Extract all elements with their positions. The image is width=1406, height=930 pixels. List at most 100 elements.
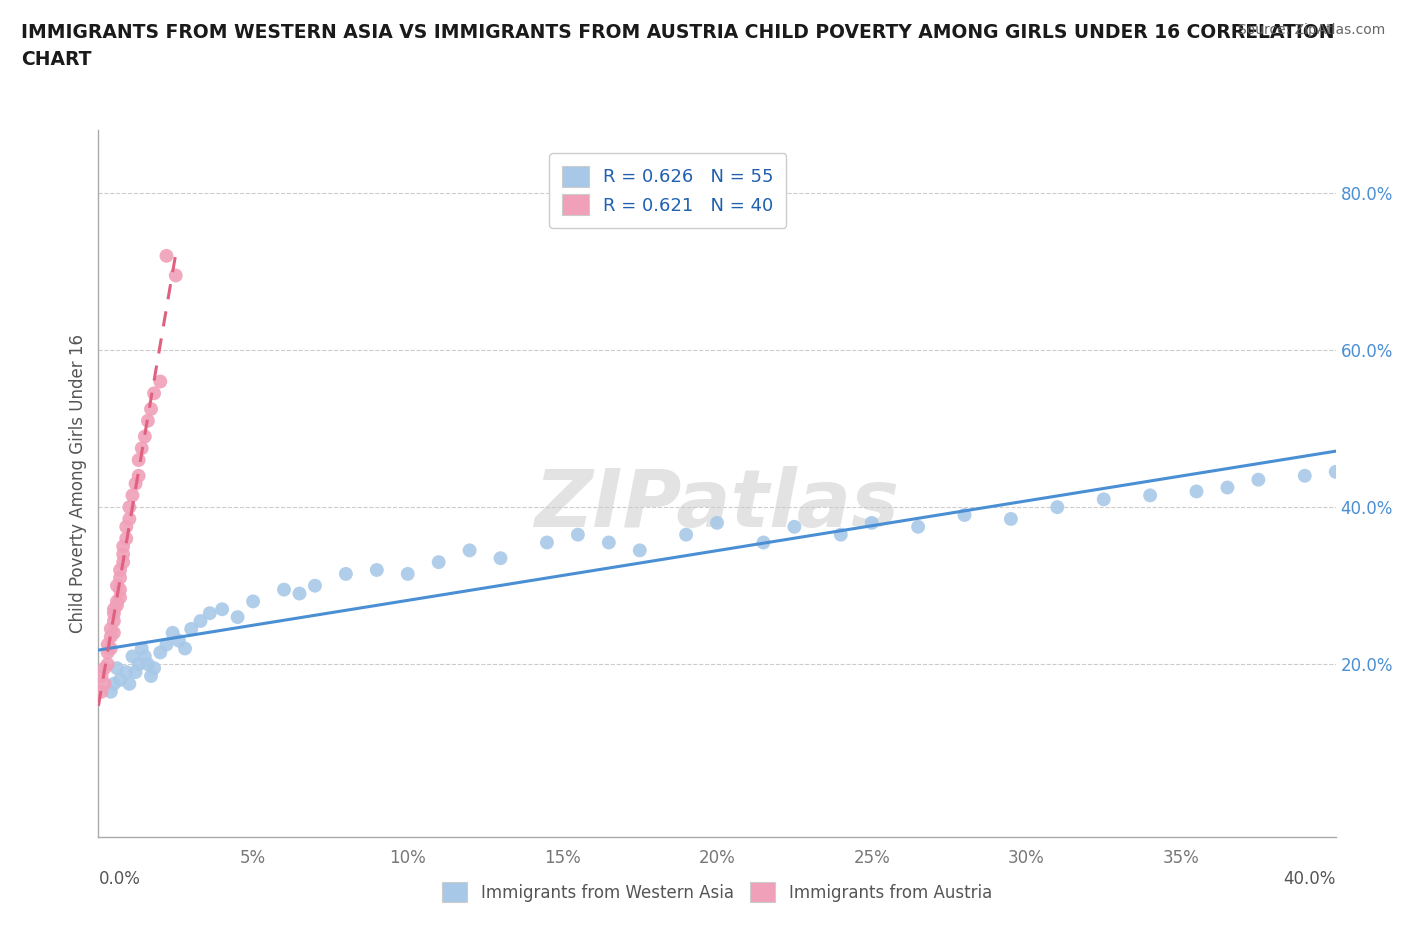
Point bbox=[118, 676, 141, 691]
Point bbox=[97, 637, 120, 652]
Point bbox=[489, 551, 512, 565]
Point bbox=[211, 602, 233, 617]
Point bbox=[134, 649, 156, 664]
Point bbox=[115, 531, 138, 546]
Point bbox=[118, 512, 141, 526]
Point bbox=[131, 641, 153, 656]
Point bbox=[124, 476, 146, 491]
Point bbox=[100, 684, 122, 699]
Point bbox=[108, 590, 131, 604]
Point bbox=[97, 657, 120, 671]
Point bbox=[108, 582, 131, 597]
Point bbox=[97, 645, 120, 660]
Point bbox=[180, 621, 202, 636]
Point bbox=[953, 508, 976, 523]
Point bbox=[288, 586, 311, 601]
Point bbox=[136, 413, 159, 428]
Point bbox=[162, 625, 184, 640]
Point bbox=[174, 641, 197, 656]
Point bbox=[134, 429, 156, 444]
Point bbox=[131, 441, 153, 456]
Legend: Immigrants from Western Asia, Immigrants from Austria: Immigrants from Western Asia, Immigrants… bbox=[434, 874, 1000, 910]
Point bbox=[108, 672, 131, 687]
Point bbox=[115, 519, 138, 534]
Point bbox=[273, 582, 295, 597]
Point bbox=[93, 676, 115, 691]
Point bbox=[121, 488, 143, 503]
Point bbox=[100, 621, 122, 636]
Point bbox=[143, 386, 166, 401]
Point bbox=[108, 563, 131, 578]
Point bbox=[112, 554, 135, 569]
Point bbox=[396, 566, 419, 581]
Point bbox=[128, 469, 150, 484]
Point bbox=[226, 610, 249, 625]
Point bbox=[783, 519, 806, 534]
Point bbox=[628, 543, 651, 558]
Y-axis label: Child Poverty Among Girls Under 16: Child Poverty Among Girls Under 16 bbox=[69, 334, 87, 633]
Point bbox=[105, 660, 128, 675]
Point bbox=[752, 535, 775, 550]
Text: IMMIGRANTS FROM WESTERN ASIA VS IMMIGRANTS FROM AUSTRIA CHILD POVERTY AMONG GIRL: IMMIGRANTS FROM WESTERN ASIA VS IMMIGRAN… bbox=[21, 23, 1334, 69]
Point bbox=[1046, 499, 1069, 514]
Point bbox=[165, 268, 187, 283]
Point bbox=[598, 535, 620, 550]
Point bbox=[536, 535, 558, 550]
Point bbox=[706, 515, 728, 530]
Point bbox=[103, 605, 125, 620]
Point bbox=[198, 605, 221, 620]
Point bbox=[100, 630, 122, 644]
Point bbox=[112, 539, 135, 554]
Point bbox=[567, 527, 589, 542]
Point bbox=[242, 594, 264, 609]
Point bbox=[103, 676, 125, 691]
Point bbox=[167, 633, 190, 648]
Point bbox=[335, 566, 357, 581]
Point bbox=[149, 645, 172, 660]
Point bbox=[830, 527, 852, 542]
Point bbox=[115, 665, 138, 680]
Point bbox=[105, 598, 128, 613]
Point bbox=[366, 563, 388, 578]
Point bbox=[1185, 484, 1208, 498]
Point bbox=[105, 594, 128, 609]
Point bbox=[105, 578, 128, 593]
Point bbox=[90, 669, 112, 684]
Point bbox=[118, 499, 141, 514]
Text: Source: ZipAtlas.com: Source: ZipAtlas.com bbox=[1237, 23, 1385, 37]
Point bbox=[128, 657, 150, 671]
Point bbox=[136, 657, 159, 671]
Point bbox=[139, 402, 162, 417]
Point bbox=[1139, 488, 1161, 503]
Point bbox=[1324, 464, 1347, 479]
Point bbox=[1092, 492, 1115, 507]
Point bbox=[190, 614, 212, 629]
Point bbox=[103, 625, 125, 640]
Point bbox=[143, 660, 166, 675]
Point bbox=[1294, 469, 1316, 484]
Point bbox=[860, 515, 883, 530]
Point bbox=[1216, 480, 1239, 495]
Point bbox=[907, 519, 929, 534]
Point bbox=[139, 669, 162, 684]
Text: 40.0%: 40.0% bbox=[1284, 870, 1336, 887]
Point bbox=[1247, 472, 1270, 487]
Point bbox=[121, 649, 143, 664]
Text: 0.0%: 0.0% bbox=[98, 870, 141, 887]
Point bbox=[124, 665, 146, 680]
Point bbox=[1000, 512, 1022, 526]
Point bbox=[103, 614, 125, 629]
Point bbox=[112, 547, 135, 562]
Point bbox=[103, 602, 125, 617]
Point bbox=[93, 660, 115, 675]
Point bbox=[304, 578, 326, 593]
Point bbox=[100, 641, 122, 656]
Text: ZIPatlas: ZIPatlas bbox=[534, 466, 900, 544]
Point bbox=[458, 543, 481, 558]
Point bbox=[108, 570, 131, 585]
Point bbox=[149, 374, 172, 389]
Point bbox=[427, 554, 450, 569]
Point bbox=[675, 527, 697, 542]
Point bbox=[128, 453, 150, 468]
Point bbox=[90, 684, 112, 699]
